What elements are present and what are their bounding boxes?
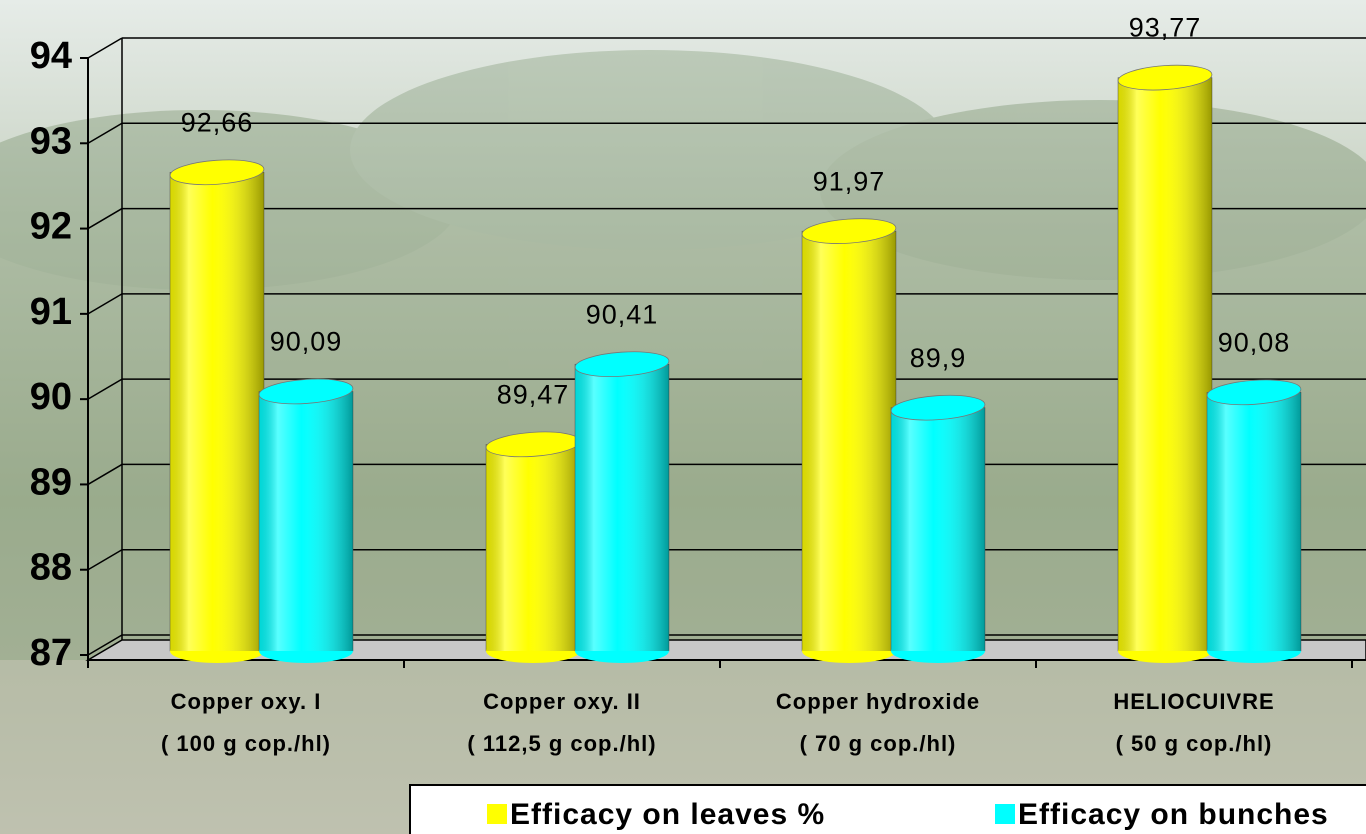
value-label: 89,47 bbox=[497, 379, 570, 409]
y-tick-label: 91 bbox=[30, 291, 72, 333]
bar-shade bbox=[170, 172, 264, 651]
bar-shade bbox=[802, 231, 896, 651]
y-tick-label: 94 bbox=[30, 35, 72, 77]
value-label: 89,9 bbox=[910, 343, 967, 373]
bar-shade bbox=[259, 391, 353, 651]
legend-swatch bbox=[995, 804, 1015, 824]
bar bbox=[485, 429, 580, 663]
bar bbox=[801, 216, 896, 663]
bar-shade bbox=[1118, 78, 1212, 651]
bar bbox=[890, 392, 985, 663]
x-tick-label: Copper oxy. II bbox=[483, 689, 641, 714]
x-tick-label: ( 50 g cop./hl) bbox=[1116, 731, 1273, 756]
value-label: 90,08 bbox=[1218, 327, 1291, 357]
y-tick-label: 89 bbox=[30, 461, 72, 503]
bar bbox=[1206, 377, 1301, 663]
bar bbox=[1117, 62, 1212, 663]
y-tick-label: 93 bbox=[30, 120, 72, 162]
x-tick-label: ( 112,5 g cop./hl) bbox=[467, 731, 656, 756]
legend-label: Efficacy on leaves % bbox=[510, 798, 825, 831]
bar bbox=[169, 157, 264, 663]
x-tick-label: Copper oxy. I bbox=[171, 689, 322, 714]
bar bbox=[574, 349, 669, 663]
bar-shade bbox=[486, 444, 580, 651]
y-tick-label: 87 bbox=[30, 632, 72, 674]
legend-swatch bbox=[487, 804, 507, 824]
x-tick-label: ( 100 g cop./hl) bbox=[161, 731, 331, 756]
y-tick-label: 92 bbox=[30, 206, 72, 248]
x-tick-label: ( 70 g cop./hl) bbox=[800, 731, 957, 756]
bar-shade bbox=[1207, 392, 1301, 651]
legend-label: Efficacy on bunches bbox=[1018, 798, 1329, 831]
legend: Efficacy on leaves % Efficacy on bunches bbox=[410, 785, 1366, 834]
bar-shade bbox=[891, 408, 985, 651]
x-tick-label: HELIOCUIVRE bbox=[1113, 689, 1274, 714]
x-tick-label: Copper hydroxide bbox=[776, 689, 980, 714]
bar-shade bbox=[575, 364, 669, 651]
value-label: 91,97 bbox=[813, 166, 886, 196]
value-label: 93,77 bbox=[1129, 13, 1202, 43]
chart: 87 88 89 90 91 92 93 94 Copper oxy. I ( 100 g cop… bbox=[0, 0, 1366, 834]
value-label: 90,09 bbox=[270, 327, 343, 357]
value-label: 90,41 bbox=[586, 299, 659, 329]
bar bbox=[258, 376, 353, 663]
y-tick-label: 90 bbox=[30, 376, 72, 418]
value-label: 92,66 bbox=[181, 107, 254, 137]
y-tick-label: 88 bbox=[30, 547, 72, 589]
